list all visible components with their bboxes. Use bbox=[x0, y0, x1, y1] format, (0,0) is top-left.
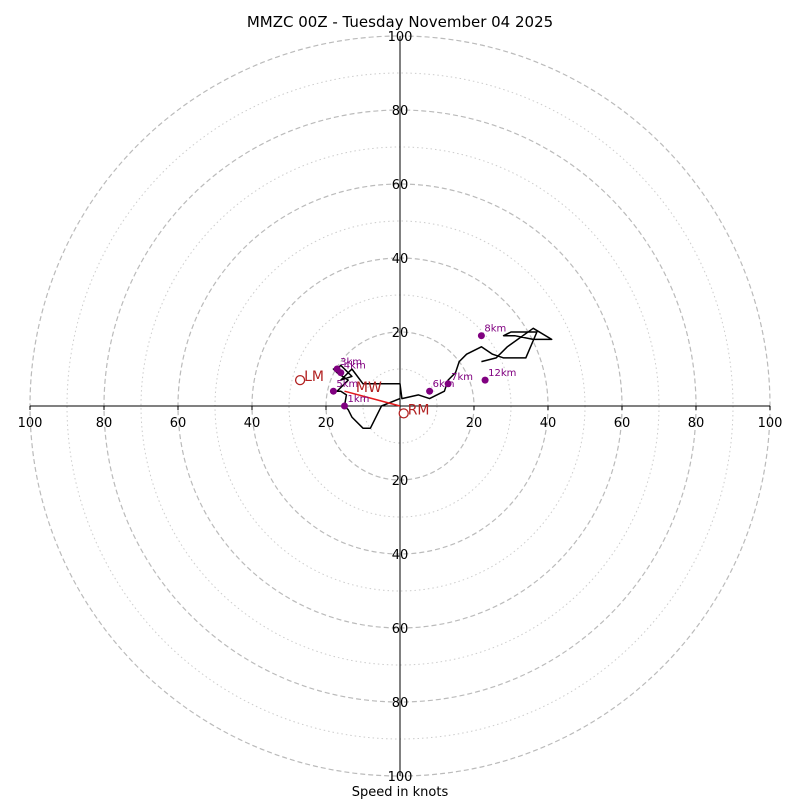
y-tick-label-top-60: 60 bbox=[392, 178, 409, 193]
height-label-6km: 6km bbox=[433, 379, 455, 390]
hodograph-trace bbox=[332, 327, 553, 429]
height-label-8km: 8km bbox=[484, 324, 506, 335]
x-tick-label-right-20: 20 bbox=[466, 416, 483, 431]
height-label-5km: 5km bbox=[336, 379, 358, 390]
height-label-3km: 3km bbox=[340, 357, 362, 368]
x-tick-label-left-20: 20 bbox=[318, 416, 335, 431]
height-label-12km: 12km bbox=[488, 368, 516, 379]
height-marker-6km bbox=[426, 387, 434, 395]
y-tick-label-bottom-80: 80 bbox=[392, 696, 409, 711]
chart-title: MMZC 00Z - Tuesday November 04 2025 bbox=[247, 13, 553, 31]
height-marker-8km bbox=[477, 332, 485, 340]
storm-vector-group bbox=[344, 390, 401, 407]
height-marker-7km bbox=[444, 380, 452, 388]
height-marker-4km bbox=[337, 369, 345, 377]
height-label-7km: 7km bbox=[451, 372, 473, 383]
storm-motion-marker-RM bbox=[398, 408, 409, 419]
height-marker-1km bbox=[341, 402, 348, 410]
height-label-4km: 4km bbox=[344, 361, 366, 372]
x-tick-label-right-40: 40 bbox=[540, 416, 557, 431]
x-tick-label-left-60: 60 bbox=[170, 416, 187, 431]
storm-motion-marker-LM bbox=[294, 374, 306, 386]
y-tick-label-top-80: 80 bbox=[392, 104, 409, 119]
y-tick-label-top-100: 100 bbox=[388, 30, 413, 45]
y-tick-label-bottom-40: 40 bbox=[392, 548, 409, 563]
height-marker-5km bbox=[329, 387, 337, 395]
x-axis-label: Speed in knots bbox=[352, 785, 449, 800]
height-label-1km: 1km bbox=[348, 394, 370, 405]
y-tick-label-top-20: 20 bbox=[392, 326, 409, 341]
x-tick-label-left-100: 100 bbox=[18, 416, 43, 431]
storm-motion-label-MW: MW bbox=[356, 380, 382, 396]
y-tick-label-bottom-20: 20 bbox=[392, 474, 409, 489]
storm-motion-label-RM: RM bbox=[408, 402, 430, 418]
storm-vector-line bbox=[344, 390, 401, 407]
storm-motion-label-LM: LM bbox=[304, 369, 324, 385]
x-tick-label-right-100: 100 bbox=[758, 416, 783, 431]
x-tick-label-right-80: 80 bbox=[688, 416, 705, 431]
hodograph-trace-group bbox=[332, 327, 553, 429]
x-tick-label-left-40: 40 bbox=[244, 416, 261, 431]
x-tick-label-left-80: 80 bbox=[96, 416, 113, 431]
tick-labels: 20 20 20 20 40 40 40 40 60 60 60 60 80 80 80 80 100 100 10… bbox=[18, 30, 783, 785]
y-tick-label-top-40: 40 bbox=[392, 252, 409, 267]
storm-motions: LM RM MW bbox=[294, 369, 430, 419]
height-marker-12km bbox=[481, 376, 489, 384]
y-tick-label-bottom-100: 100 bbox=[388, 770, 413, 785]
x-tick-label-right-60: 60 bbox=[614, 416, 631, 431]
y-tick-label-bottom-60: 60 bbox=[392, 622, 409, 637]
